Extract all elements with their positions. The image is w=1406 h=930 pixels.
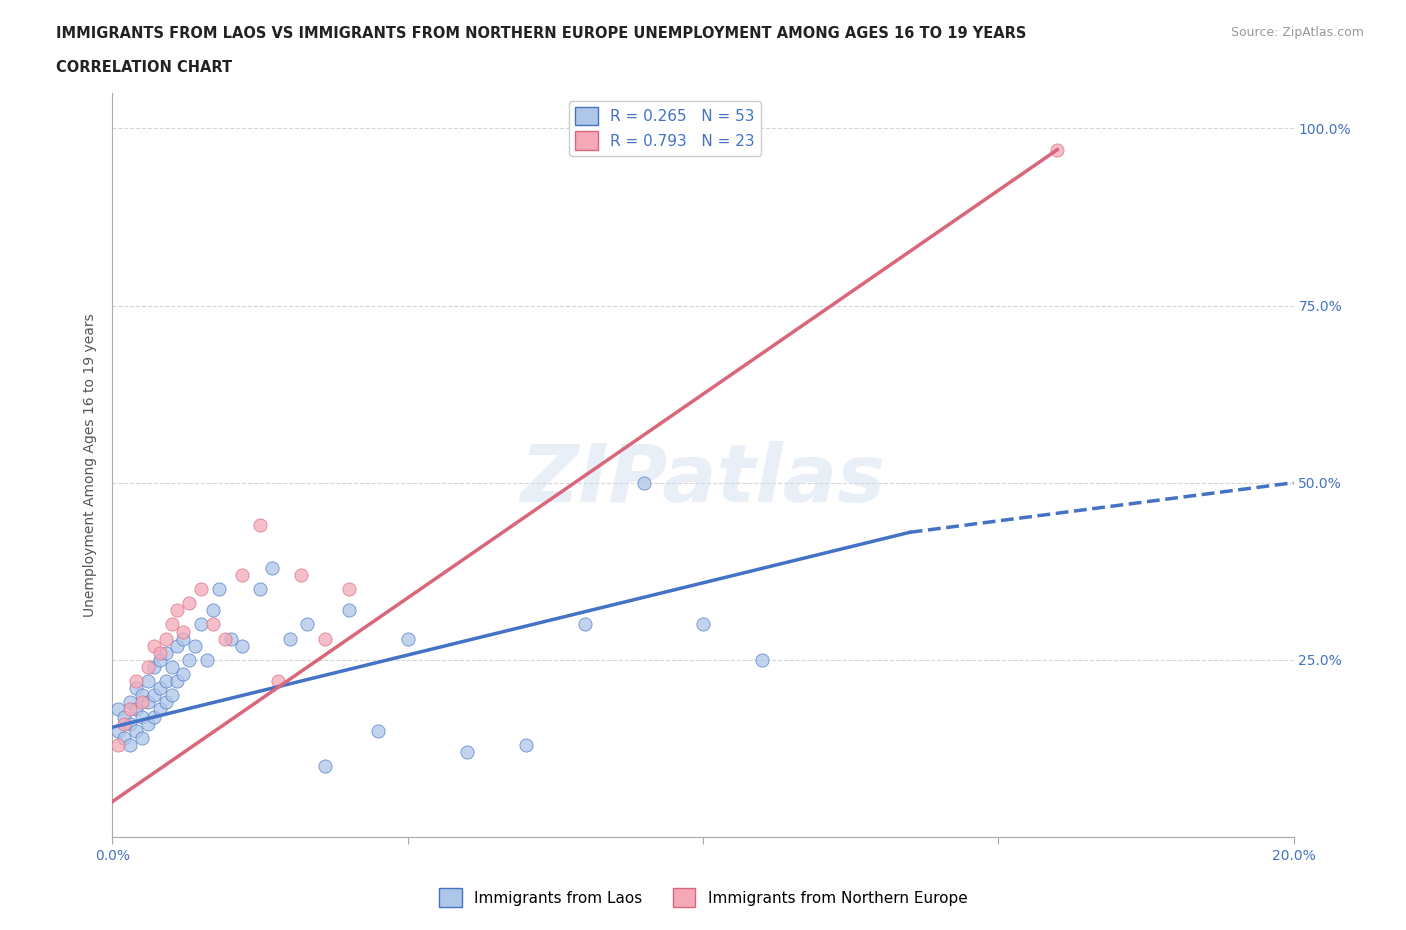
Point: [155, 645, 177, 660]
Point: [131, 695, 153, 710]
Point: [184, 638, 207, 653]
Point: [120, 695, 142, 710]
Point: [125, 702, 148, 717]
Point: [231, 638, 253, 653]
Point: [155, 631, 177, 646]
Point: [267, 673, 290, 688]
Point: [201, 603, 224, 618]
Point: [172, 624, 194, 639]
Point: [125, 673, 148, 688]
Point: [149, 702, 172, 717]
Point: [195, 653, 218, 668]
Point: [131, 688, 153, 703]
Point: [160, 659, 183, 674]
Point: [249, 518, 271, 533]
Point: [107, 724, 129, 738]
Text: ZIPatlas: ZIPatlas: [520, 441, 886, 519]
Point: [107, 737, 129, 752]
Point: [633, 475, 655, 490]
Point: [201, 617, 224, 631]
Point: [172, 631, 194, 646]
Point: [112, 716, 135, 731]
Point: [166, 638, 188, 653]
Point: [136, 659, 159, 674]
Point: [314, 631, 336, 646]
Point: [751, 653, 773, 668]
Point: [166, 673, 188, 688]
Point: [149, 681, 172, 696]
Point: [131, 730, 153, 745]
Point: [142, 659, 165, 674]
Point: [149, 653, 172, 668]
Point: [367, 724, 389, 738]
Point: [136, 716, 159, 731]
Point: [160, 688, 183, 703]
Point: [337, 581, 360, 596]
Legend: Immigrants from Laos, Immigrants from Northern Europe: Immigrants from Laos, Immigrants from No…: [433, 883, 973, 913]
Point: [131, 709, 153, 724]
Point: [214, 631, 236, 646]
Point: [142, 709, 165, 724]
Point: [190, 581, 212, 596]
Point: [166, 603, 188, 618]
Y-axis label: Unemployment Among Ages 16 to 19 years: Unemployment Among Ages 16 to 19 years: [83, 313, 97, 617]
Point: [160, 617, 183, 631]
Point: [179, 653, 201, 668]
Point: [1046, 142, 1069, 157]
Point: [208, 581, 231, 596]
Point: [120, 716, 142, 731]
Point: [190, 617, 212, 631]
Point: [515, 737, 537, 752]
Point: [456, 745, 478, 760]
Legend: R = 0.265   N = 53, R = 0.793   N = 23: R = 0.265 N = 53, R = 0.793 N = 23: [569, 100, 761, 156]
Point: [290, 567, 312, 582]
Point: [337, 603, 360, 618]
Point: [120, 702, 142, 717]
Point: [125, 681, 148, 696]
Point: [231, 567, 253, 582]
Point: [692, 617, 714, 631]
Point: [120, 737, 142, 752]
Point: [396, 631, 419, 646]
Point: [155, 695, 177, 710]
Point: [314, 759, 336, 774]
Point: [297, 617, 319, 631]
Text: IMMIGRANTS FROM LAOS VS IMMIGRANTS FROM NORTHERN EUROPE UNEMPLOYMENT AMONG AGES : IMMIGRANTS FROM LAOS VS IMMIGRANTS FROM …: [56, 26, 1026, 41]
Point: [172, 667, 194, 682]
Point: [125, 724, 148, 738]
Point: [112, 730, 135, 745]
Point: [149, 645, 172, 660]
Point: [155, 673, 177, 688]
Point: [574, 617, 596, 631]
Text: CORRELATION CHART: CORRELATION CHART: [56, 60, 232, 75]
Point: [112, 709, 135, 724]
Point: [136, 695, 159, 710]
Point: [136, 673, 159, 688]
Point: [179, 596, 201, 611]
Point: [249, 581, 271, 596]
Point: [142, 638, 165, 653]
Point: [107, 702, 129, 717]
Point: [260, 560, 283, 575]
Point: [278, 631, 301, 646]
Point: [142, 688, 165, 703]
Point: [219, 631, 242, 646]
Text: Source: ZipAtlas.com: Source: ZipAtlas.com: [1230, 26, 1364, 39]
